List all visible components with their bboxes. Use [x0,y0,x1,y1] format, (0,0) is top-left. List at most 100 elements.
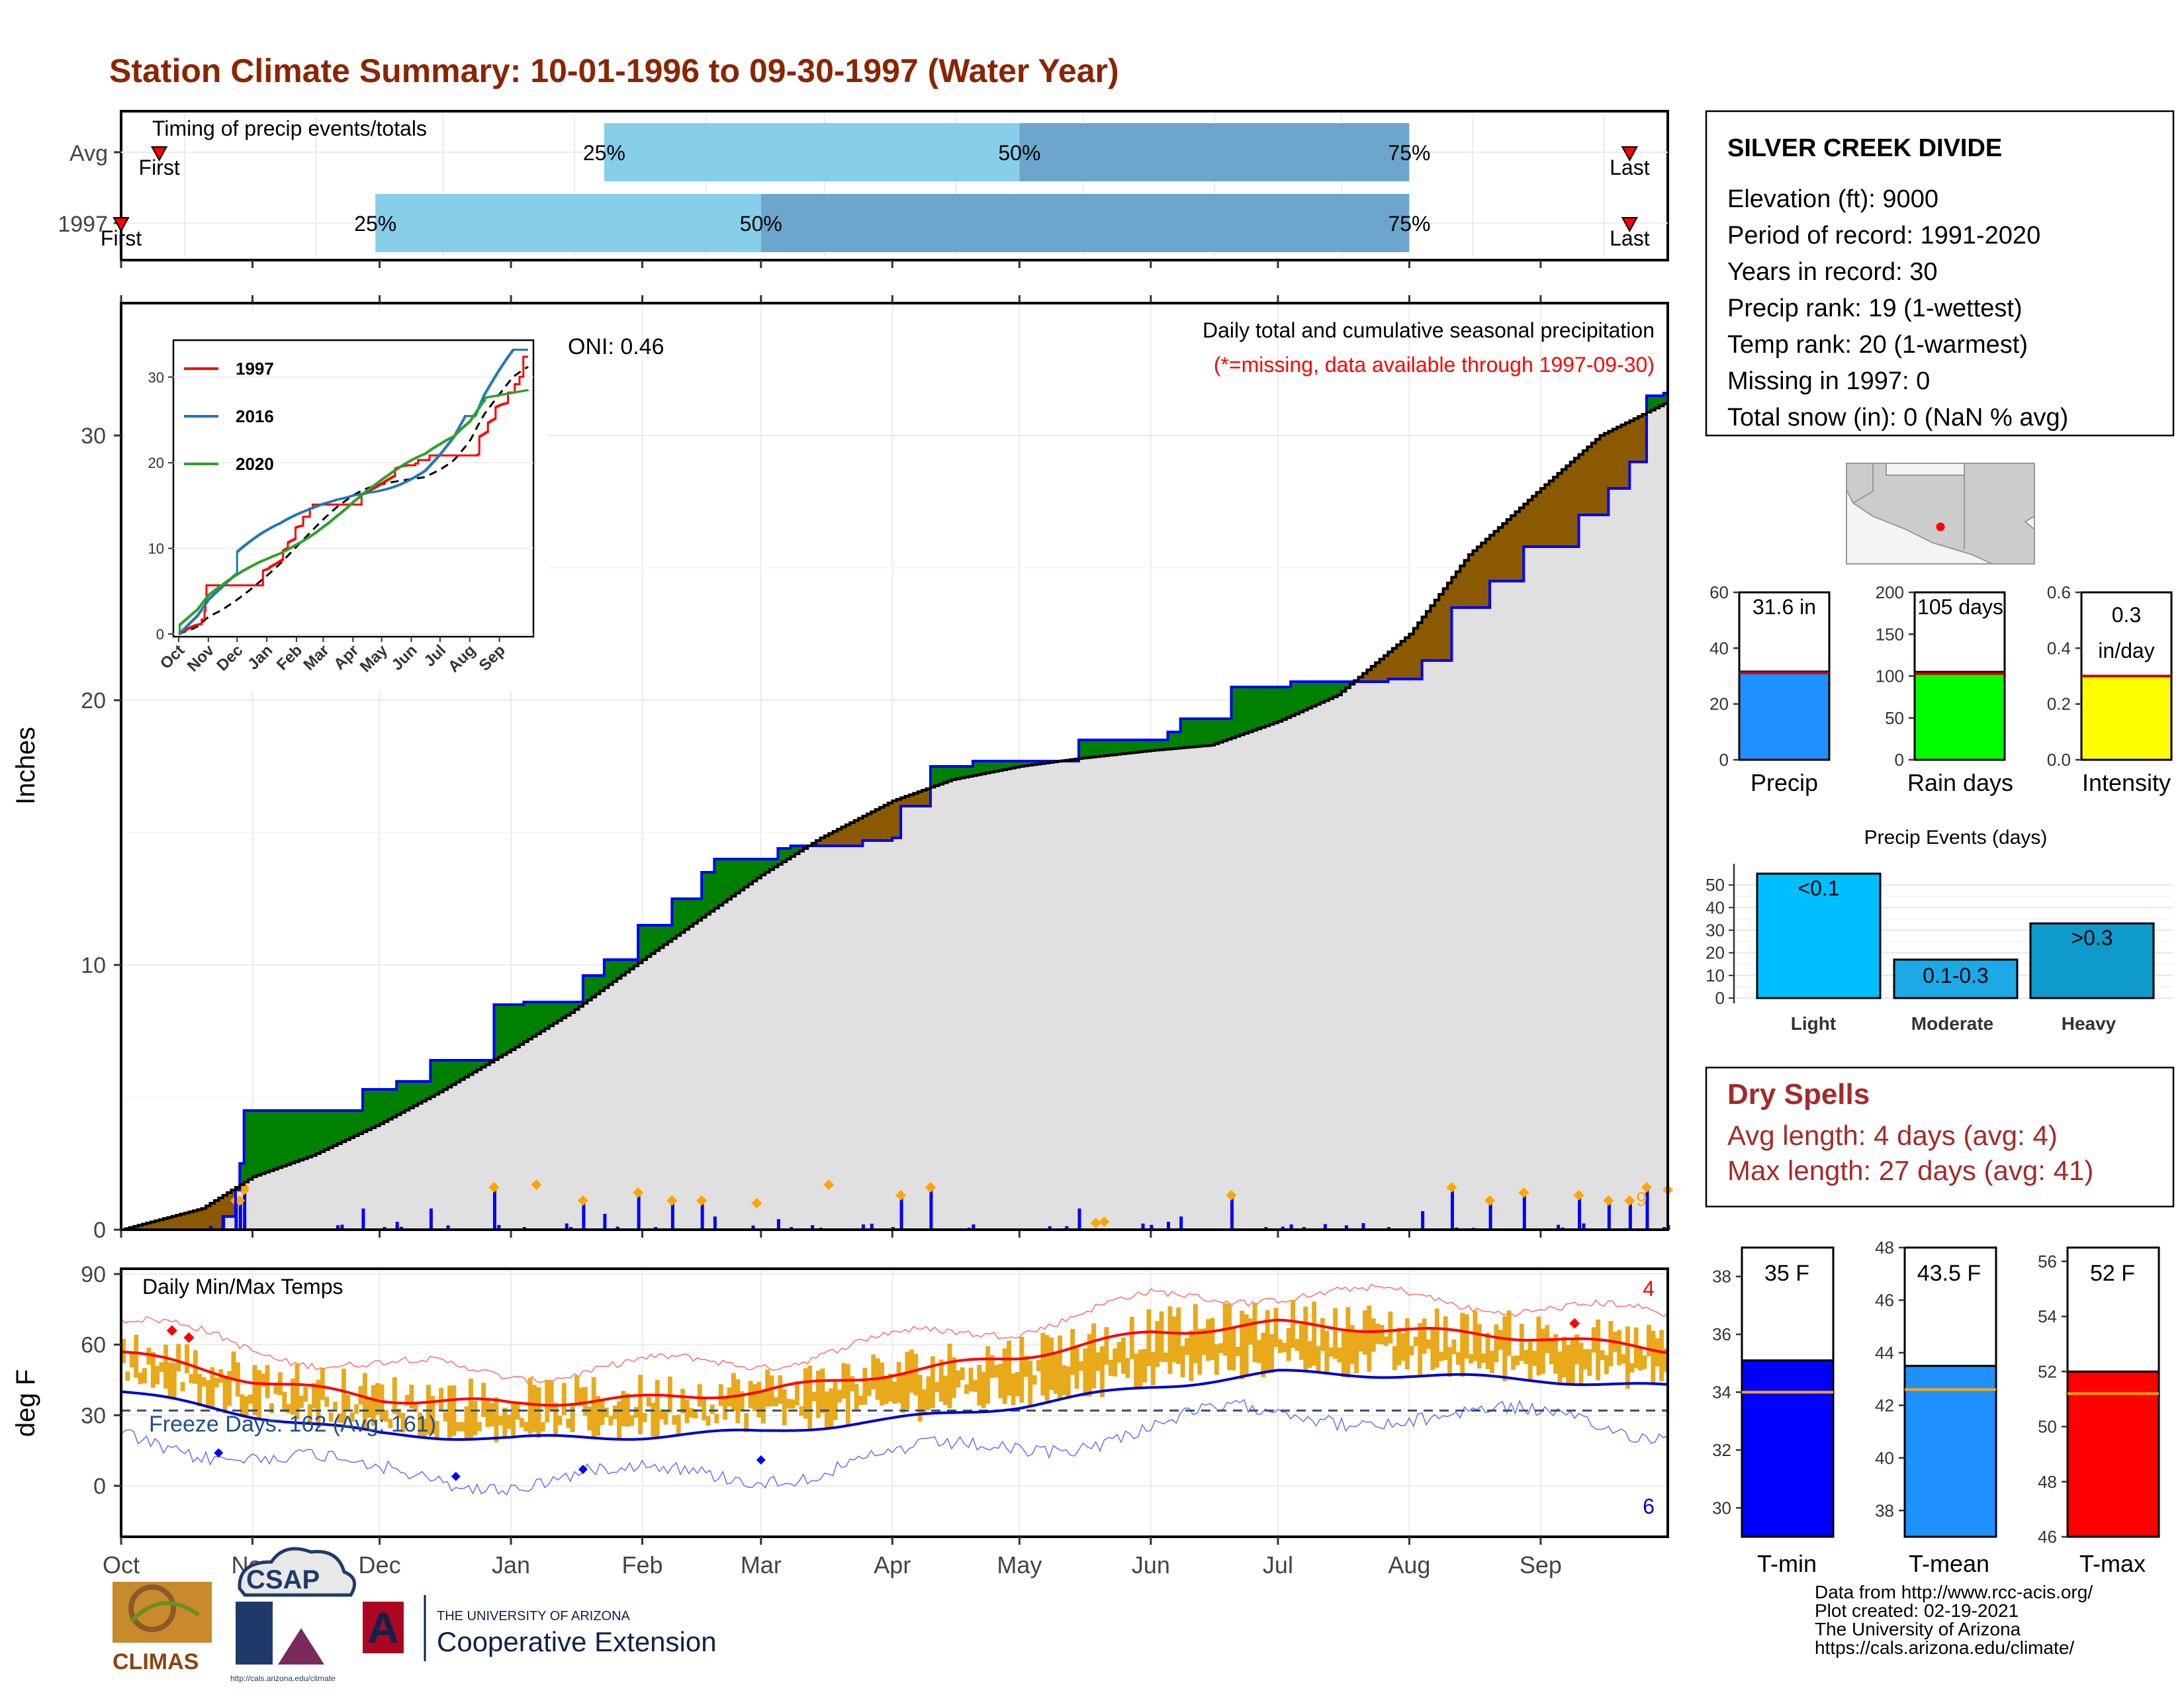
daily-temp-bar [1367,1305,1372,1372]
timing-label-50: 50% [998,141,1040,165]
summary-bar-fill [1913,670,2006,761]
above-normal-fill [1116,740,1122,754]
above-normal-fill [439,1060,444,1092]
timing-label-first: First [139,156,180,179]
daily-temp-bar [786,1398,792,1408]
heavy-day-marker [238,1185,250,1195]
daily-temp-bar [1150,1352,1156,1385]
daily-temp-bar [129,1353,134,1368]
daily-temp-bar [1277,1339,1283,1353]
above-normal-fill [688,899,694,927]
daily-temp-bar [930,1356,935,1408]
above-normal-fill [460,1060,465,1080]
daily-temp-bar [1396,1328,1402,1365]
daily-temp-bar [905,1351,910,1410]
above-normal-fill [930,766,935,788]
avg-min-temp-line [120,1369,1668,1441]
below-normal-fill [1469,555,1474,608]
tmean-value: 43.5 F [1917,1261,1981,1286]
daily-temp-bar [1527,1342,1533,1382]
daily-temp-bar [1625,1326,1630,1389]
heavy-day-marker [696,1195,707,1206]
daily-temp-bar [799,1406,804,1416]
above-normal-fill [481,1060,486,1068]
above-normal-fill [608,960,614,985]
daily-temp-bar [956,1370,961,1388]
daily-temp-bar [171,1363,177,1400]
above-normal-fill [951,766,956,780]
daily-temp-bar [1574,1334,1580,1365]
daily-temp-bar [527,1377,533,1434]
daily-precip-bar [929,1190,933,1230]
below-normal-fill [1515,512,1520,581]
heavy-day-marker [1484,1195,1496,1206]
daily-temp-bar [1074,1348,1079,1389]
above-normal-fill [354,1111,359,1136]
above-normal-fill [769,859,774,870]
daily-temp-bar [778,1375,783,1404]
daily-temp-bar [1498,1330,1503,1350]
daily-temp-bar [155,1365,160,1385]
daily-temp-bar [1303,1306,1308,1371]
above-normal-fill [345,1111,351,1140]
temp-x-tick-label: Dec [359,1551,401,1578]
temperature-ylabel: deg F [11,1369,40,1437]
below-normal-fill [862,816,868,841]
above-normal-fill [731,859,736,896]
daily-temp-bar [1002,1348,1007,1404]
above-normal-fill [587,976,592,1001]
daily-temp-bar [887,1373,893,1402]
daily-precip-bar [1077,1209,1081,1230]
above-normal-fill [1023,761,1028,766]
above-normal-fill [1155,740,1160,751]
below-normal-fill [1608,431,1614,488]
heavy-day-marker [234,1195,246,1206]
inset-average-line [178,365,529,635]
above-normal-fill [960,766,965,778]
daily-temp-bar [629,1415,635,1426]
daily-temp-bar [1371,1318,1376,1352]
daily-precip-bar [1323,1224,1327,1230]
below-normal-fill [1477,547,1482,608]
daily-temp-bar [574,1375,579,1406]
daily-temp-bar [439,1387,444,1410]
above-normal-fill [1146,740,1152,751]
timing-row-label-year: 1997 [58,212,108,237]
above-normal-fill [277,1111,283,1168]
above-normal-fill [795,846,800,854]
daily-temp-bar [1040,1332,1046,1396]
above-normal-fill [506,1005,512,1052]
record-low-marker [756,1455,766,1465]
above-normal-fill [778,848,783,864]
above-normal-fill [570,1002,575,1013]
below-normal-fill [1625,422,1630,488]
above-normal-fill [1197,719,1203,747]
above-normal-fill [532,1002,537,1036]
below-normal-fill [871,811,876,841]
summary-bar-tick-label: 0.0 [2047,750,2071,770]
above-normal-fill [1222,719,1228,741]
below-normal-fill [1447,582,1453,661]
daily-temp-bar [795,1381,799,1406]
inset-line-1997 [178,355,528,635]
above-normal-fill [782,848,787,862]
daily-temp-bar [1108,1359,1113,1376]
inset-y-tick-label: 10 [148,541,164,557]
daily-temp-bar [655,1379,660,1438]
above-normal-fill [282,1111,287,1166]
university-logo: A THE UNIVERSITY OF ARIZONA Cooperative … [363,1595,717,1661]
below-normal-fill [845,825,850,846]
below-normal-fill [227,1193,232,1216]
above-normal-fill [1134,740,1139,753]
daily-temp-bar [134,1334,139,1378]
above-normal-fill [1218,719,1224,743]
daily-temp-bar [866,1381,872,1396]
above-normal-fill [1328,682,1334,699]
below-normal-fill [816,841,821,846]
above-normal-fill [642,925,647,960]
daily-temp-bar [1418,1323,1423,1375]
above-normal-fill [298,1111,304,1160]
below-normal-fill [1396,645,1402,679]
daily-temp-bar [303,1387,308,1402]
daily-temp-bar [383,1410,388,1422]
